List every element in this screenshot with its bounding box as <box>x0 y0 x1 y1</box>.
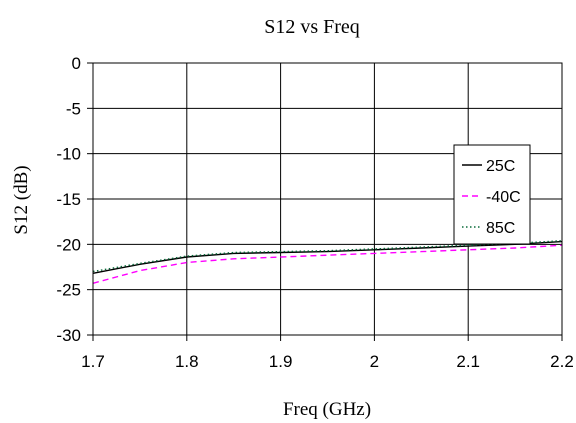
plot-area <box>92 62 563 336</box>
x-tick-label: 1.7 <box>81 352 105 371</box>
series-line-25c <box>92 240 563 274</box>
series-lines <box>92 240 563 284</box>
legend-entry: -40C <box>486 189 521 206</box>
y-tick-label: -25 <box>56 281 81 300</box>
x-tick-label: 2.2 <box>550 352 574 371</box>
x-tick-labels: 1.7 1.8 1.9 2 2.1 2.2 <box>81 335 574 371</box>
y-tick-label: -30 <box>56 326 81 345</box>
legend-entry: 85C <box>486 220 515 237</box>
x-tick-label: 1.8 <box>175 352 199 371</box>
legend: 25C -40C 85C <box>453 144 531 245</box>
series-line-85c <box>92 240 563 273</box>
y-axis-label: S12 (dB) <box>11 165 32 234</box>
y-tick-label: -20 <box>56 235 81 254</box>
y-tick-label: 0 <box>72 54 81 73</box>
series-line-40c <box>92 244 563 284</box>
x-tick-label: 2.1 <box>456 352 480 371</box>
legend-entry: 25C <box>486 158 515 175</box>
y-tick-labels: 0 -5 -10 -15 -20 -25 -30 <box>56 54 93 345</box>
chart-title: S12 vs Freq <box>264 16 360 38</box>
y-tick-label: -5 <box>66 99 81 118</box>
x-axis-label: Freq (GHz) <box>283 399 371 420</box>
x-tick-label: 2 <box>370 352 379 371</box>
y-tick-label: -10 <box>56 145 81 164</box>
y-tick-label: -15 <box>56 190 81 209</box>
x-tick-label: 1.9 <box>269 352 293 371</box>
